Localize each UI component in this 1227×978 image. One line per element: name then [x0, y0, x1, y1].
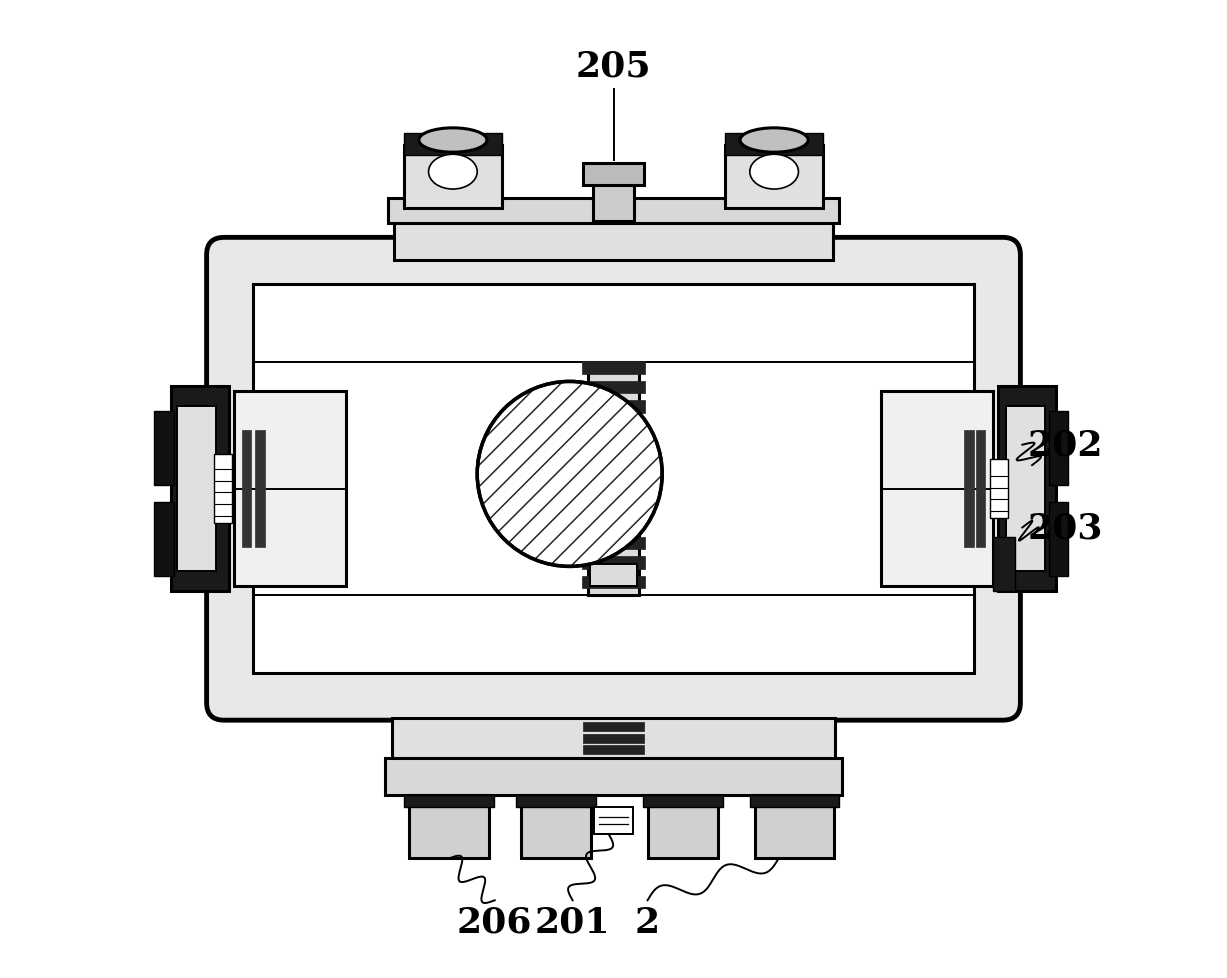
Bar [583, 401, 644, 414]
Text: 202: 202 [1027, 428, 1103, 463]
Bar [583, 746, 644, 754]
Bar [171, 387, 229, 591]
Bar [388, 200, 839, 224]
Ellipse shape [418, 129, 487, 153]
Bar [517, 795, 596, 807]
Ellipse shape [750, 156, 799, 190]
Bar [583, 362, 644, 375]
Bar [155, 411, 173, 485]
Bar [155, 503, 173, 576]
Bar [990, 460, 1007, 518]
Bar [583, 723, 644, 732]
Bar [993, 538, 1015, 591]
Bar [964, 430, 974, 548]
Bar [588, 363, 639, 596]
Bar [583, 734, 644, 743]
Circle shape [477, 382, 663, 567]
Bar [881, 392, 993, 586]
Bar [583, 537, 644, 550]
Bar [583, 164, 644, 186]
Bar [1049, 503, 1067, 576]
Ellipse shape [428, 156, 477, 190]
Bar [583, 576, 644, 589]
Bar [593, 181, 634, 222]
Bar [255, 430, 265, 548]
FancyBboxPatch shape [206, 238, 1021, 721]
Bar [404, 134, 502, 156]
Ellipse shape [740, 129, 809, 153]
Bar [521, 795, 591, 859]
Bar [648, 795, 718, 859]
Bar [385, 758, 842, 795]
Text: 205: 205 [575, 49, 652, 83]
Bar [725, 134, 823, 156]
Bar [975, 430, 985, 548]
Text: 206: 206 [456, 905, 533, 939]
Bar [215, 455, 232, 523]
Bar [998, 387, 1056, 591]
Bar [178, 406, 216, 572]
Bar [1049, 411, 1067, 485]
Bar [404, 146, 502, 209]
Bar [725, 146, 823, 209]
Bar [643, 795, 723, 807]
Bar [755, 795, 834, 859]
Text: 2: 2 [636, 905, 660, 939]
Bar [234, 392, 346, 586]
Bar [394, 222, 833, 260]
Bar [583, 556, 644, 569]
Bar [253, 285, 974, 674]
Text: 203: 203 [1027, 511, 1103, 545]
Bar [409, 795, 488, 859]
Bar [391, 719, 836, 759]
Bar [594, 807, 633, 834]
Bar [590, 565, 637, 586]
Bar [242, 430, 252, 548]
Text: 201: 201 [535, 905, 610, 939]
Bar [1006, 406, 1044, 572]
Bar [583, 381, 644, 394]
Bar [750, 795, 839, 807]
Bar [404, 795, 493, 807]
